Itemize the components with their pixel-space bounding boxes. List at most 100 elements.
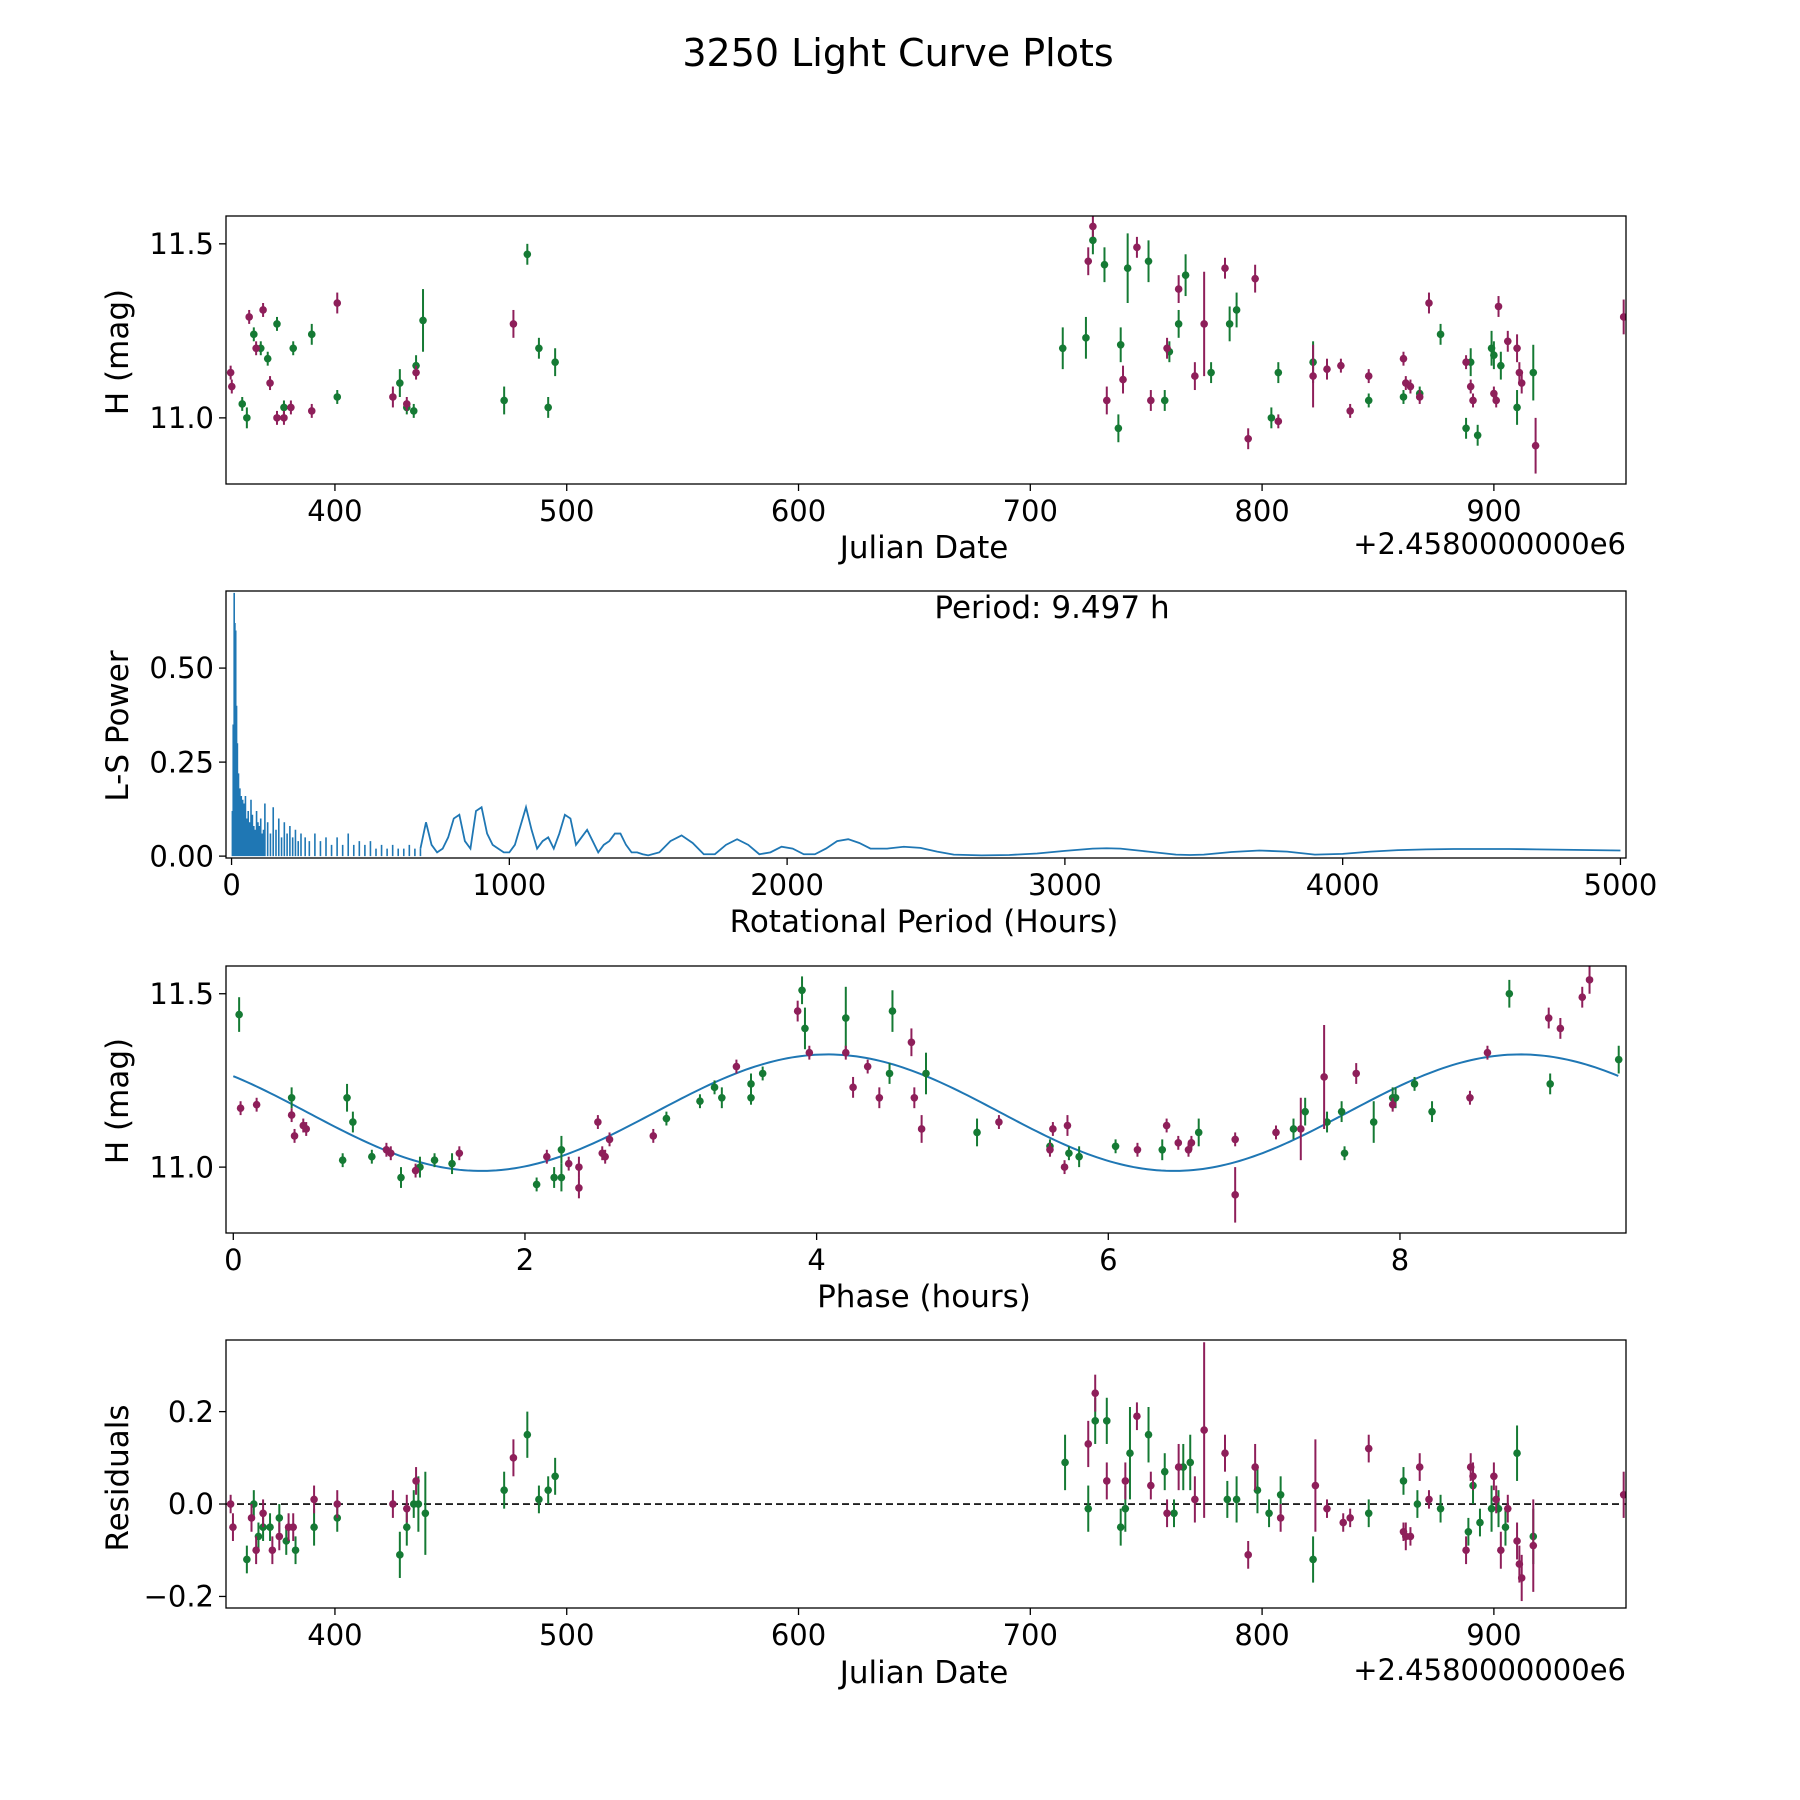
phased-data-point bbox=[575, 1184, 583, 1192]
phased-data-point bbox=[1391, 1093, 1400, 1102]
lightcurve-data-point bbox=[1494, 302, 1503, 311]
lightcurve-data-point bbox=[289, 344, 298, 353]
phased-data-point bbox=[1337, 1107, 1346, 1116]
phased-data-point bbox=[1320, 1073, 1328, 1081]
lightcurve-data-point bbox=[1497, 361, 1505, 370]
residuals-data-point bbox=[412, 1477, 420, 1485]
residuals-data-point bbox=[1425, 1495, 1433, 1504]
phased-data-point bbox=[1174, 1139, 1183, 1147]
phased-data-point bbox=[594, 1118, 602, 1126]
phased-data-point bbox=[1483, 1048, 1492, 1057]
lightcurve-data-point bbox=[1174, 285, 1183, 293]
lightcurve-data-point bbox=[1462, 424, 1470, 433]
phased-series-green bbox=[235, 976, 1623, 1192]
lightcurve-data-point bbox=[333, 393, 342, 401]
residuals-data-point bbox=[1346, 1514, 1354, 1522]
lightcurve-data-point bbox=[396, 379, 404, 387]
lightcurve-data-point bbox=[1466, 382, 1475, 391]
residuals-x-tick-label: 500 bbox=[539, 1618, 594, 1652]
periodogram-x-tick-label: 3000 bbox=[1028, 868, 1102, 902]
residuals-plot-area bbox=[226, 1342, 1626, 1602]
residuals-data-point bbox=[1163, 1509, 1171, 1518]
lightcurve-x-tick-label: 500 bbox=[539, 494, 594, 528]
periodogram-y-tick-label: 0.25 bbox=[149, 745, 214, 779]
phased-data-point bbox=[287, 1093, 296, 1102]
residuals-data-point bbox=[1339, 1518, 1348, 1527]
residuals-data-point bbox=[1251, 1463, 1259, 1471]
figure-title: 3250 Light Curve Plots bbox=[682, 31, 1113, 75]
lightcurve-data-point bbox=[250, 330, 258, 339]
lightcurve-data-point bbox=[1174, 320, 1183, 328]
lightcurve-data-point bbox=[509, 320, 518, 328]
phased-data-point bbox=[1544, 1014, 1553, 1022]
residuals-data-point bbox=[1497, 1546, 1505, 1555]
phased-data-point bbox=[973, 1128, 981, 1137]
phased-data-point bbox=[649, 1132, 658, 1140]
phased-data-point bbox=[1505, 989, 1514, 998]
lightcurve-data-point bbox=[1323, 365, 1331, 373]
phased-data-point bbox=[236, 1104, 245, 1112]
lightcurve-offset-text: +2.4580000000e6 bbox=[1353, 527, 1626, 561]
lightcurve-data-point bbox=[1513, 403, 1521, 412]
phased-data-point bbox=[1075, 1152, 1083, 1161]
residuals-data-point bbox=[252, 1546, 260, 1555]
residuals-data-point bbox=[1413, 1500, 1422, 1508]
residuals-data-point bbox=[1116, 1523, 1125, 1531]
phased-data-point bbox=[252, 1100, 261, 1109]
residuals-data-point bbox=[1102, 1417, 1111, 1425]
phased-data-point bbox=[1369, 1118, 1378, 1126]
lightcurve-data-point bbox=[544, 403, 552, 412]
residuals-data-point bbox=[1513, 1537, 1521, 1545]
phased-data-point bbox=[793, 1007, 802, 1015]
residuals-data-point bbox=[402, 1504, 411, 1513]
phased-data-point bbox=[1231, 1191, 1239, 1199]
residuals-data-point bbox=[389, 1500, 397, 1508]
lightcurve-data-point bbox=[1517, 379, 1526, 387]
lightcurve-data-point bbox=[1119, 375, 1127, 384]
phased-data-point bbox=[922, 1069, 930, 1078]
lightcurve-data-point bbox=[1221, 264, 1229, 273]
residuals-data-point bbox=[275, 1532, 284, 1541]
residuals-data-point bbox=[1232, 1495, 1241, 1504]
residuals-data-point bbox=[229, 1523, 237, 1531]
residuals-data-point bbox=[275, 1514, 284, 1522]
lightcurve-data-point bbox=[226, 368, 235, 377]
phased-data-point bbox=[1410, 1080, 1419, 1088]
phased-data-point bbox=[290, 1132, 299, 1140]
lightcurve-data-point bbox=[1406, 382, 1415, 391]
phased-data-point bbox=[1614, 1055, 1623, 1064]
lightcurve-data-point bbox=[419, 316, 427, 325]
phased-data-point bbox=[368, 1152, 376, 1161]
phased-data-point bbox=[747, 1093, 755, 1102]
residuals-data-point bbox=[1476, 1518, 1484, 1527]
residuals-data-point bbox=[226, 1500, 235, 1508]
phased-data-point bbox=[287, 1111, 296, 1119]
lightcurve-data-point bbox=[287, 403, 295, 412]
phased-data-point bbox=[1111, 1142, 1120, 1151]
residuals-series-green bbox=[243, 1397, 1538, 1583]
residuals-data-point bbox=[1191, 1495, 1199, 1504]
lightcurve-data-point bbox=[500, 396, 508, 405]
phased-data-point bbox=[601, 1152, 609, 1161]
residuals-data-point bbox=[544, 1486, 552, 1494]
phased-data-point bbox=[875, 1093, 884, 1102]
lightcurve-data-point bbox=[1309, 372, 1317, 380]
lightcurve-data-point bbox=[307, 330, 316, 339]
phased-data-point bbox=[557, 1145, 566, 1154]
residuals-data-point bbox=[1619, 1490, 1626, 1499]
phased-data-point bbox=[386, 1149, 395, 1158]
residuals-data-point bbox=[1501, 1523, 1510, 1531]
residuals-data-point bbox=[551, 1472, 559, 1481]
lightcurve-y-tick-label: 11.5 bbox=[149, 227, 214, 261]
phased-data-point bbox=[338, 1156, 347, 1164]
lightcurve-data-point bbox=[1102, 396, 1111, 405]
phased-data-point bbox=[696, 1097, 704, 1106]
lightcurve-data-point bbox=[1089, 222, 1097, 231]
residuals-data-point bbox=[1133, 1412, 1141, 1421]
lightcurve-data-point bbox=[1114, 424, 1123, 433]
residuals-data-point bbox=[1061, 1458, 1069, 1467]
lightcurve-data-point bbox=[259, 306, 267, 314]
residuals-data-point bbox=[243, 1555, 251, 1564]
lightcurve-data-point bbox=[1346, 407, 1354, 415]
lightcurve-data-point bbox=[1462, 358, 1470, 366]
